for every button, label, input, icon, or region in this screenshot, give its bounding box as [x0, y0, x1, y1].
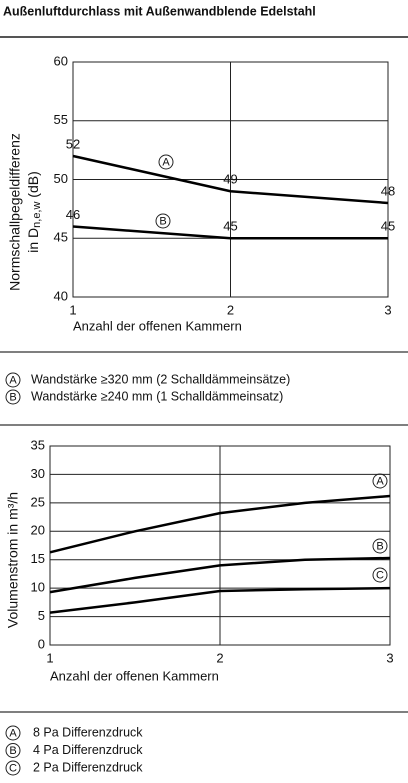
data-label: 48: [381, 183, 395, 198]
series-line: [49, 494, 391, 554]
legend-label: 4 Pa Differenzdruck: [33, 743, 143, 757]
data-label: 45: [223, 219, 237, 234]
marker-label: B: [376, 540, 383, 552]
marker-label: A: [162, 156, 170, 168]
series-line: [72, 154, 389, 205]
y-axis-label-sub: n,e,w: [31, 202, 43, 228]
y-axis-label-part: in D: [25, 228, 41, 253]
x-axis-label: Anzahl der offenen Kammern: [73, 318, 242, 333]
x-tick-label: 2: [216, 650, 223, 665]
y-tick-label: 50: [54, 171, 68, 186]
marker-circle: [5, 389, 21, 405]
marker-label: B: [9, 391, 16, 403]
legend-label: Wandstärke ≥320 mm (2 Schalldämmeinsätze…: [31, 372, 290, 386]
y-tick-label: 40: [54, 288, 68, 303]
x-axis-label: Anzahl der offenen Kammern: [50, 668, 219, 683]
marker-circle: [155, 213, 171, 229]
y-tick-label: 60: [54, 53, 68, 68]
x-tick-label: 3: [384, 302, 391, 317]
x-tick-label: 1: [69, 302, 76, 317]
legend-label: 2 Pa Differenzdruck: [33, 760, 143, 774]
y-tick-label: 25: [31, 494, 45, 509]
marker-label: B: [159, 215, 166, 227]
y-tick-label: 55: [54, 112, 68, 127]
page-title: Außenluftdurchlass mit Außenwandblende E…: [3, 4, 316, 18]
data-label: 45: [381, 219, 395, 234]
legend-label: Wandstärke ≥240 mm (1 Schalldämmeinsatz): [31, 389, 283, 403]
series-line: [72, 225, 388, 240]
data-label: 52: [66, 136, 80, 151]
marker-label: A: [9, 727, 17, 739]
data-label: 49: [223, 172, 237, 187]
marker-circle: [5, 743, 21, 758]
y-tick-label: 20: [31, 523, 45, 538]
y-axis-label: Normschallpegeldifferenz: [7, 133, 23, 291]
marker-label: C: [9, 762, 17, 774]
y-axis-label: in Dn,e,w (dB): [25, 171, 43, 253]
y-tick-label: 30: [31, 466, 45, 481]
y-tick-label: 5: [38, 608, 45, 623]
marker-circle: [372, 473, 388, 489]
x-tick-label: 2: [227, 302, 234, 317]
marker-label: B: [9, 745, 16, 757]
marker-circle: [5, 760, 21, 776]
legend-label: 8 Pa Differenzdruck: [33, 725, 143, 739]
y-tick-label: 0: [38, 636, 45, 651]
marker-label: C: [376, 569, 384, 581]
marker-circle: [372, 538, 388, 554]
x-tick-label: 1: [46, 650, 53, 665]
marker-label: A: [376, 475, 384, 487]
marker-circle: [5, 372, 21, 388]
y-tick-label: 15: [31, 551, 45, 566]
y-axis-label-part: (dB): [25, 171, 41, 201]
marker-circle: [372, 567, 388, 583]
marker-circle: [158, 154, 174, 170]
y-tick-label: 35: [31, 437, 45, 452]
y-tick-label: 45: [54, 230, 68, 245]
y-axis-label: Volumenstrom in m³/h: [5, 492, 21, 628]
y-tick-label: 10: [31, 580, 45, 595]
x-tick-label: 3: [386, 650, 393, 665]
data-label: 46: [66, 207, 80, 222]
marker-label: A: [9, 374, 17, 386]
series-line: [49, 556, 391, 594]
series-line: [49, 586, 391, 614]
marker-circle: [5, 725, 21, 741]
